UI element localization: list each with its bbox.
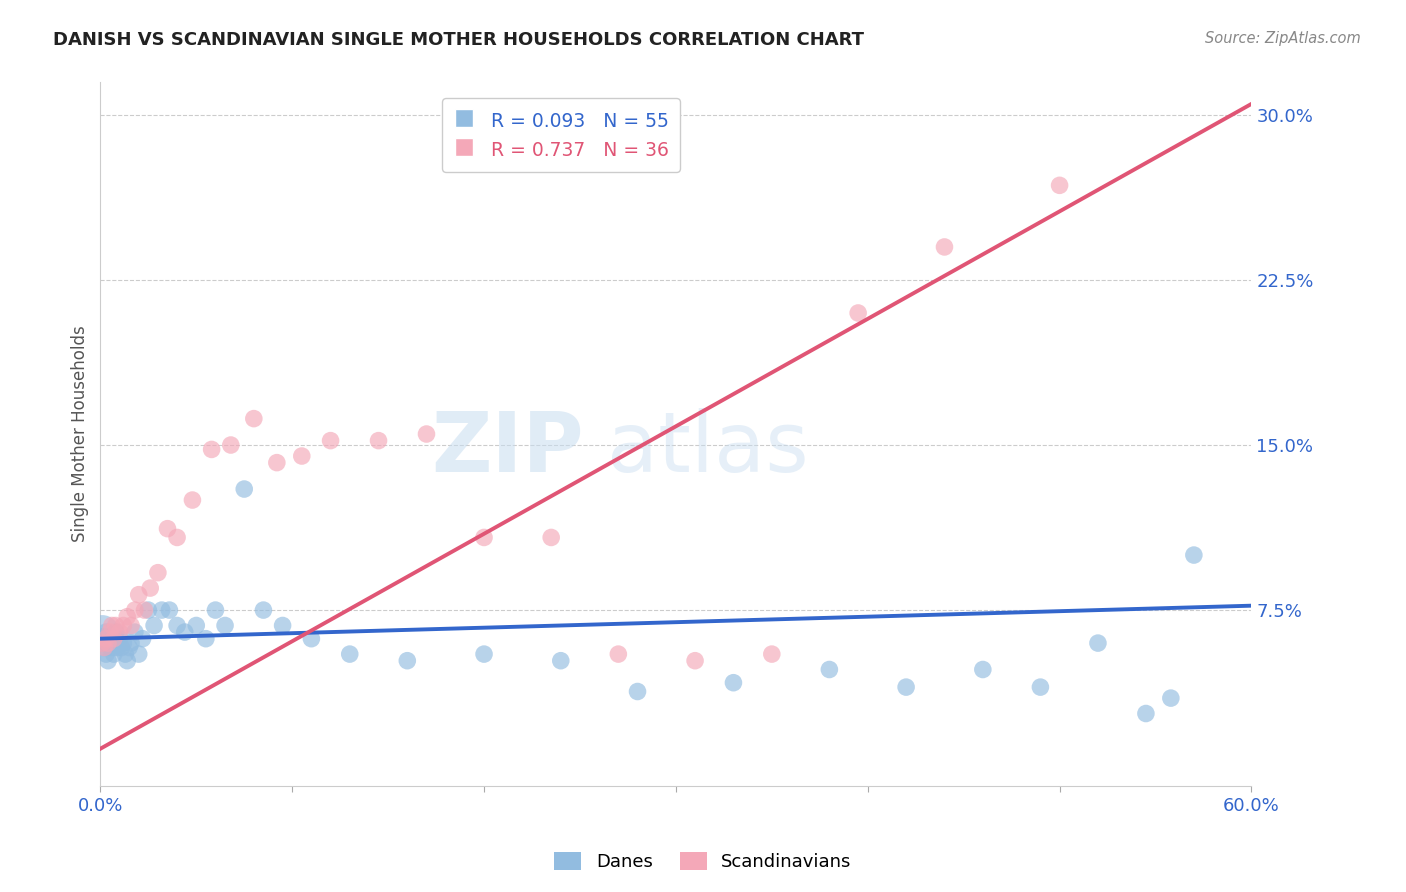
Point bbox=[1029, 680, 1052, 694]
Point bbox=[128, 647, 150, 661]
Point bbox=[683, 654, 706, 668]
Point bbox=[128, 588, 150, 602]
Point bbox=[846, 306, 869, 320]
Point bbox=[626, 684, 648, 698]
Point bbox=[194, 632, 217, 646]
Point bbox=[110, 640, 132, 655]
Point bbox=[104, 618, 127, 632]
Point bbox=[101, 636, 124, 650]
Point bbox=[120, 636, 142, 650]
Point bbox=[166, 618, 188, 632]
Point bbox=[271, 618, 294, 632]
Legend: Danes, Scandinavians: Danes, Scandinavians bbox=[547, 845, 859, 879]
Point bbox=[540, 531, 562, 545]
Point bbox=[291, 449, 314, 463]
Text: DANISH VS SCANDINAVIAN SINGLE MOTHER HOUSEHOLDS CORRELATION CHART: DANISH VS SCANDINAVIAN SINGLE MOTHER HOU… bbox=[53, 31, 865, 49]
Point bbox=[243, 411, 266, 425]
Point bbox=[98, 632, 121, 646]
Point bbox=[723, 675, 745, 690]
Point bbox=[98, 625, 121, 640]
Y-axis label: Single Mother Households: Single Mother Households bbox=[72, 326, 89, 542]
Point bbox=[146, 566, 169, 580]
Point bbox=[219, 438, 242, 452]
Point bbox=[1160, 691, 1182, 706]
Point bbox=[131, 632, 153, 646]
Point bbox=[550, 654, 572, 668]
Text: atlas: atlas bbox=[607, 408, 808, 489]
Point bbox=[108, 632, 131, 646]
Point bbox=[894, 680, 917, 694]
Point bbox=[101, 630, 124, 644]
Point bbox=[103, 647, 125, 661]
Point bbox=[93, 640, 115, 655]
Point bbox=[101, 618, 124, 632]
Point bbox=[97, 636, 120, 650]
Point bbox=[157, 603, 180, 617]
Point bbox=[607, 647, 630, 661]
Point bbox=[107, 636, 129, 650]
Point bbox=[173, 625, 195, 640]
Point bbox=[252, 603, 274, 617]
Point bbox=[115, 654, 138, 668]
Point bbox=[107, 640, 129, 655]
Point bbox=[266, 456, 288, 470]
Point bbox=[1182, 548, 1205, 562]
Point bbox=[108, 625, 131, 640]
Point bbox=[94, 625, 117, 640]
Point bbox=[103, 640, 125, 655]
Point bbox=[339, 647, 361, 661]
Point bbox=[201, 442, 224, 457]
Point bbox=[818, 663, 841, 677]
Point bbox=[94, 632, 117, 646]
Point bbox=[93, 630, 115, 644]
Point bbox=[472, 531, 495, 545]
Point bbox=[166, 531, 188, 545]
Point bbox=[124, 603, 146, 617]
Point bbox=[150, 603, 173, 617]
Point bbox=[299, 632, 322, 646]
Point bbox=[93, 640, 115, 655]
Point bbox=[134, 603, 156, 617]
Point bbox=[91, 625, 114, 640]
Point bbox=[143, 618, 166, 632]
Point bbox=[139, 581, 162, 595]
Text: Source: ZipAtlas.com: Source: ZipAtlas.com bbox=[1205, 31, 1361, 46]
Point bbox=[112, 618, 135, 632]
Point bbox=[761, 647, 783, 661]
Text: ZIP: ZIP bbox=[432, 408, 583, 489]
Point bbox=[136, 603, 159, 617]
Point bbox=[396, 654, 419, 668]
Point bbox=[156, 522, 179, 536]
Point bbox=[1135, 706, 1157, 721]
Point bbox=[115, 609, 138, 624]
Point bbox=[98, 640, 121, 655]
Point bbox=[472, 647, 495, 661]
Point bbox=[112, 636, 135, 650]
Point bbox=[972, 663, 994, 677]
Point bbox=[120, 618, 142, 632]
Point bbox=[319, 434, 342, 448]
Point bbox=[94, 647, 117, 661]
Point bbox=[181, 493, 204, 508]
Point bbox=[415, 427, 437, 442]
Point bbox=[91, 636, 114, 650]
Point bbox=[124, 625, 146, 640]
Point bbox=[104, 632, 127, 646]
Point bbox=[97, 654, 120, 668]
Legend: R = 0.093   N = 55, R = 0.737   N = 36: R = 0.093 N = 55, R = 0.737 N = 36 bbox=[441, 98, 679, 171]
Point bbox=[103, 632, 125, 646]
Point bbox=[233, 482, 256, 496]
Point bbox=[97, 636, 120, 650]
Point bbox=[214, 618, 236, 632]
Point bbox=[1087, 636, 1109, 650]
Point bbox=[114, 647, 136, 661]
Point bbox=[1049, 178, 1071, 193]
Point bbox=[118, 640, 141, 655]
Point bbox=[367, 434, 389, 448]
Point bbox=[934, 240, 956, 254]
Point bbox=[104, 625, 127, 640]
Point bbox=[91, 636, 114, 650]
Point bbox=[204, 603, 226, 617]
Point bbox=[186, 618, 208, 632]
